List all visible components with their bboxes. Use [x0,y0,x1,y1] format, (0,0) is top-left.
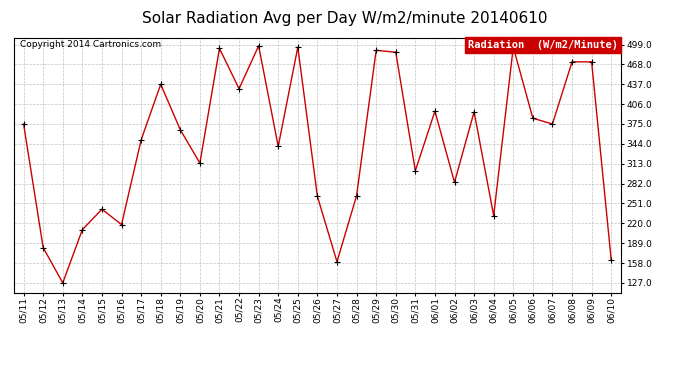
Text: Copyright 2014 Cartronics.com: Copyright 2014 Cartronics.com [20,40,161,49]
Text: Solar Radiation Avg per Day W/m2/minute 20140610: Solar Radiation Avg per Day W/m2/minute … [142,11,548,26]
Text: Radiation  (W/m2/Minute): Radiation (W/m2/Minute) [468,40,618,50]
